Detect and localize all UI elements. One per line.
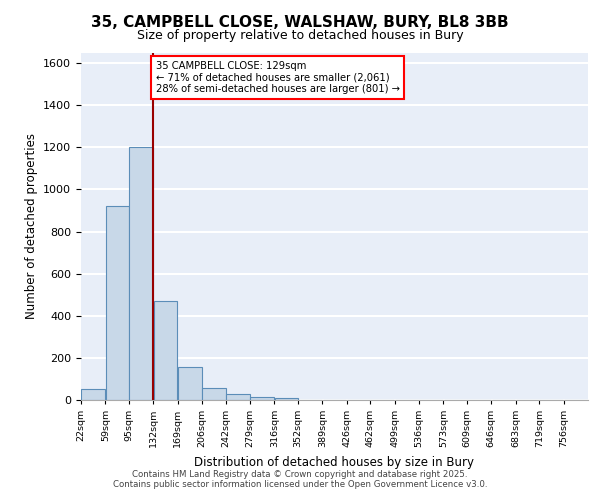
Bar <box>226 394 250 400</box>
Bar <box>106 206 130 400</box>
Bar <box>129 148 153 400</box>
Text: 35, CAMPBELL CLOSE, WALSHAW, BURY, BL8 3BB: 35, CAMPBELL CLOSE, WALSHAW, BURY, BL8 3… <box>91 15 509 30</box>
Bar <box>81 390 105 400</box>
Bar <box>178 368 202 400</box>
Bar <box>154 301 178 400</box>
X-axis label: Distribution of detached houses by size in Bury: Distribution of detached houses by size … <box>194 456 475 468</box>
Text: Size of property relative to detached houses in Bury: Size of property relative to detached ho… <box>137 29 463 42</box>
Bar <box>250 397 274 400</box>
Text: 35 CAMPBELL CLOSE: 129sqm
← 71% of detached houses are smaller (2,061)
28% of se: 35 CAMPBELL CLOSE: 129sqm ← 71% of detac… <box>156 61 400 94</box>
Bar <box>202 388 226 400</box>
Bar <box>275 398 298 400</box>
Text: Contains HM Land Registry data © Crown copyright and database right 2025.
Contai: Contains HM Land Registry data © Crown c… <box>113 470 487 489</box>
Y-axis label: Number of detached properties: Number of detached properties <box>25 133 38 320</box>
